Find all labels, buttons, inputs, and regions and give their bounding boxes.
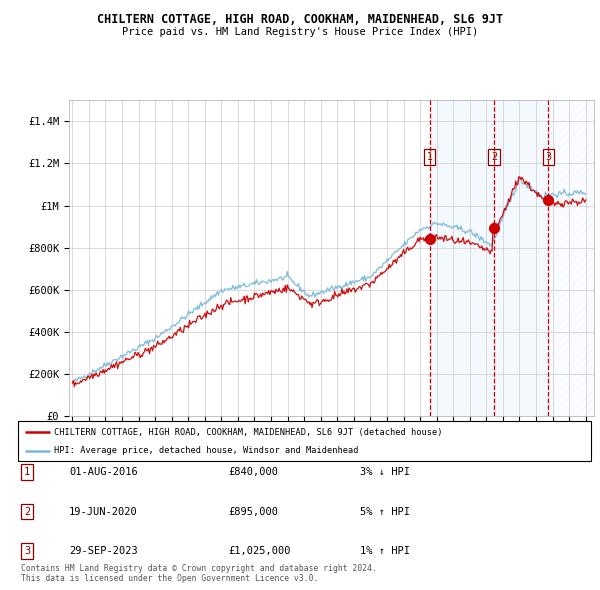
Bar bbox=[494, 100, 548, 416]
Bar bbox=[430, 100, 494, 416]
Text: Price paid vs. HM Land Registry's House Price Index (HPI): Price paid vs. HM Land Registry's House … bbox=[122, 27, 478, 37]
Text: 29-SEP-2023: 29-SEP-2023 bbox=[69, 546, 138, 556]
Text: 5% ↑ HPI: 5% ↑ HPI bbox=[360, 507, 410, 516]
Text: 2: 2 bbox=[491, 152, 497, 162]
Text: £840,000: £840,000 bbox=[228, 467, 278, 477]
Text: CHILTERN COTTAGE, HIGH ROAD, COOKHAM, MAIDENHEAD, SL6 9JT (detached house): CHILTERN COTTAGE, HIGH ROAD, COOKHAM, MA… bbox=[53, 428, 442, 437]
Text: 3: 3 bbox=[545, 152, 551, 162]
Text: 19-JUN-2020: 19-JUN-2020 bbox=[69, 507, 138, 516]
Text: Contains HM Land Registry data © Crown copyright and database right 2024.
This d: Contains HM Land Registry data © Crown c… bbox=[21, 563, 377, 583]
Text: CHILTERN COTTAGE, HIGH ROAD, COOKHAM, MAIDENHEAD, SL6 9JT: CHILTERN COTTAGE, HIGH ROAD, COOKHAM, MA… bbox=[97, 13, 503, 26]
Text: £1,025,000: £1,025,000 bbox=[228, 546, 290, 556]
FancyBboxPatch shape bbox=[18, 421, 591, 461]
Text: £895,000: £895,000 bbox=[228, 507, 278, 516]
Text: 3: 3 bbox=[24, 546, 30, 556]
Text: 2: 2 bbox=[24, 507, 30, 516]
Text: 01-AUG-2016: 01-AUG-2016 bbox=[69, 467, 138, 477]
Text: 3% ↓ HPI: 3% ↓ HPI bbox=[360, 467, 410, 477]
Text: HPI: Average price, detached house, Windsor and Maidenhead: HPI: Average price, detached house, Wind… bbox=[53, 446, 358, 455]
Text: 1: 1 bbox=[427, 152, 433, 162]
Bar bbox=[548, 100, 594, 416]
Text: 1% ↑ HPI: 1% ↑ HPI bbox=[360, 546, 410, 556]
Text: 1: 1 bbox=[24, 467, 30, 477]
